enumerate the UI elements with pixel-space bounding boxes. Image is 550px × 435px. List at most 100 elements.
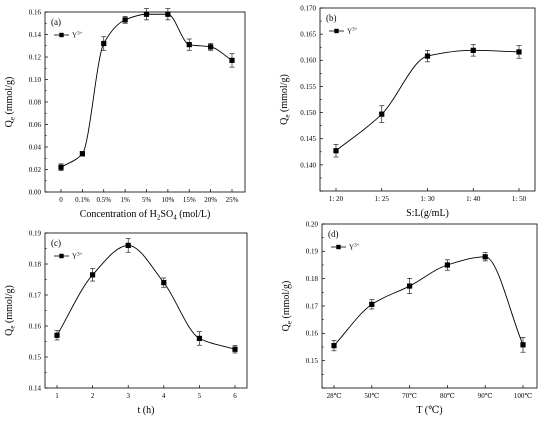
y-tick-label: 0.02 <box>29 166 42 174</box>
legend: Y3+ <box>329 27 358 35</box>
y-tick-label: 0.170 <box>300 4 316 12</box>
x-tick-label: 6 <box>233 392 237 400</box>
x-tick-label: 90℃ <box>478 392 493 400</box>
x-tick-label: 0.1% <box>75 196 90 204</box>
y-tick-label: 0.150 <box>300 109 316 117</box>
data-point <box>482 254 488 260</box>
legend-label: Y3+ <box>72 31 83 39</box>
y-tick-label: 0.17 <box>29 291 42 299</box>
x-tick-label: 1: 30 <box>420 195 435 203</box>
legend-marker <box>334 28 339 34</box>
data-point <box>331 343 337 349</box>
data-point <box>58 164 64 170</box>
data-point <box>54 332 60 338</box>
legend: Y3+ <box>331 243 360 251</box>
x-tick-label: 5 <box>198 392 202 400</box>
y-tick-label: 0.160 <box>300 57 316 65</box>
y-tick-label: 0.16 <box>306 330 319 338</box>
data-point <box>161 280 167 286</box>
y-tick-label: 0.140 <box>300 161 316 169</box>
data-point <box>196 335 202 341</box>
y-tick-label: 0.18 <box>306 275 319 283</box>
x-tick-label: 5% <box>142 196 152 204</box>
data-point <box>122 17 128 23</box>
y-tick-label: 0.19 <box>306 248 319 256</box>
chart-panel: 0.15 0.16 0.17 0.18 0.19 0.20 28℃ 50℃ 70℃ 80℃ 90℃ 1… <box>281 220 538 416</box>
y-tick-label: 0.18 <box>29 260 42 268</box>
x-tick-label: 1: 50 <box>512 195 527 203</box>
data-point <box>143 11 150 17</box>
x-tick-label: 2 <box>91 392 95 400</box>
y-axis-label: Qe (mmol/g) <box>281 281 294 332</box>
y-tick-label: 0.12 <box>29 53 42 61</box>
chart-panel: 0.00 0.02 0.04 0.06 0.08 0.10 0.12 0.14 0.16 0 0.1… <box>4 8 246 222</box>
plot-frame <box>319 7 536 192</box>
y-tick-label: 0.16 <box>29 322 42 330</box>
y-tick-label: 0.14 <box>29 384 42 392</box>
legend-label: Y3+ <box>347 27 358 35</box>
data-point <box>232 346 238 352</box>
legend-marker <box>59 253 64 259</box>
data-point <box>369 301 375 307</box>
x-tick-label: 20% <box>204 196 217 204</box>
x-tick-label: 1 <box>55 392 59 400</box>
x-tick-label: 100℃ <box>514 392 533 400</box>
y-tick-label: 0.145 <box>300 135 316 143</box>
y-tick-label: 0.155 <box>300 83 316 91</box>
data-point <box>229 57 235 63</box>
x-tick-label: 25% <box>226 196 239 204</box>
y-tick-label: 0.08 <box>29 98 42 106</box>
x-tick-label: 28℃ <box>327 392 342 400</box>
y-axis-label: Qe (mmol/g) <box>279 74 292 125</box>
plot-frame <box>321 223 538 389</box>
y-tick-label: 0.15 <box>29 353 42 361</box>
y-tick-label: 0.14 <box>29 31 42 39</box>
y-tick-label: 0.16 <box>29 8 42 16</box>
panel-label: (a) <box>51 17 61 27</box>
data-point <box>101 40 107 47</box>
data-point <box>79 151 85 157</box>
data-point <box>520 342 526 348</box>
data-point <box>444 262 450 268</box>
legend: Y3+ <box>54 252 83 260</box>
legend-label: Y3+ <box>72 252 83 260</box>
data-point <box>516 49 522 55</box>
legend-label: Y3+ <box>349 243 360 251</box>
data-point <box>470 47 476 53</box>
panel-label: (d) <box>328 229 339 239</box>
panel-label: (b) <box>326 13 337 23</box>
data-point <box>424 53 431 59</box>
panel-label: (c) <box>51 238 61 248</box>
data-point <box>333 148 339 154</box>
data-point <box>186 42 192 48</box>
fit-curve <box>60 13 233 168</box>
x-tick-label: 3 <box>126 392 130 400</box>
y-tick-label: 0.10 <box>29 76 42 84</box>
x-axis-label: T (℃) <box>416 405 442 416</box>
data-point <box>125 242 131 248</box>
x-axis-label: S:L(g/mL) <box>406 208 449 219</box>
legend-marker <box>59 32 64 38</box>
data-point <box>379 111 385 117</box>
x-tick-label: 0.5% <box>96 196 111 204</box>
x-axis-label: Concentration of H2SO4 (mol/L) <box>80 209 211 222</box>
legend: Y3+ <box>54 31 83 39</box>
y-tick-label: 0.00 <box>29 188 42 196</box>
chart-panel: 0.140 0.145 0.150 0.155 0.160 0.165 0.170 1: 20… <box>279 4 536 219</box>
x-tick-label: 80℃ <box>440 392 455 400</box>
fit-curve <box>333 256 524 346</box>
y-axis-label: Qe (mmol/g) <box>4 77 17 128</box>
chart-panel: 0.14 0.15 0.16 0.17 0.18 0.19 1 2 3 4 5 6 (c) Y3+ t (h… <box>4 229 248 416</box>
y-tick-label: 0.04 <box>29 143 42 151</box>
fit-curve <box>56 244 236 350</box>
y-tick-label: 0.17 <box>306 302 319 310</box>
x-tick-label: 10% <box>161 196 174 204</box>
y-tick-label: 0.06 <box>29 121 42 129</box>
y-tick-label: 0.165 <box>300 31 316 39</box>
data-point <box>208 44 214 50</box>
x-tick-label: 1: 40 <box>466 195 481 203</box>
x-tick-label: 1% <box>120 196 130 204</box>
y-axis-label: Qe (mmol/g) <box>4 285 17 336</box>
x-tick-label: 0 <box>59 196 63 204</box>
